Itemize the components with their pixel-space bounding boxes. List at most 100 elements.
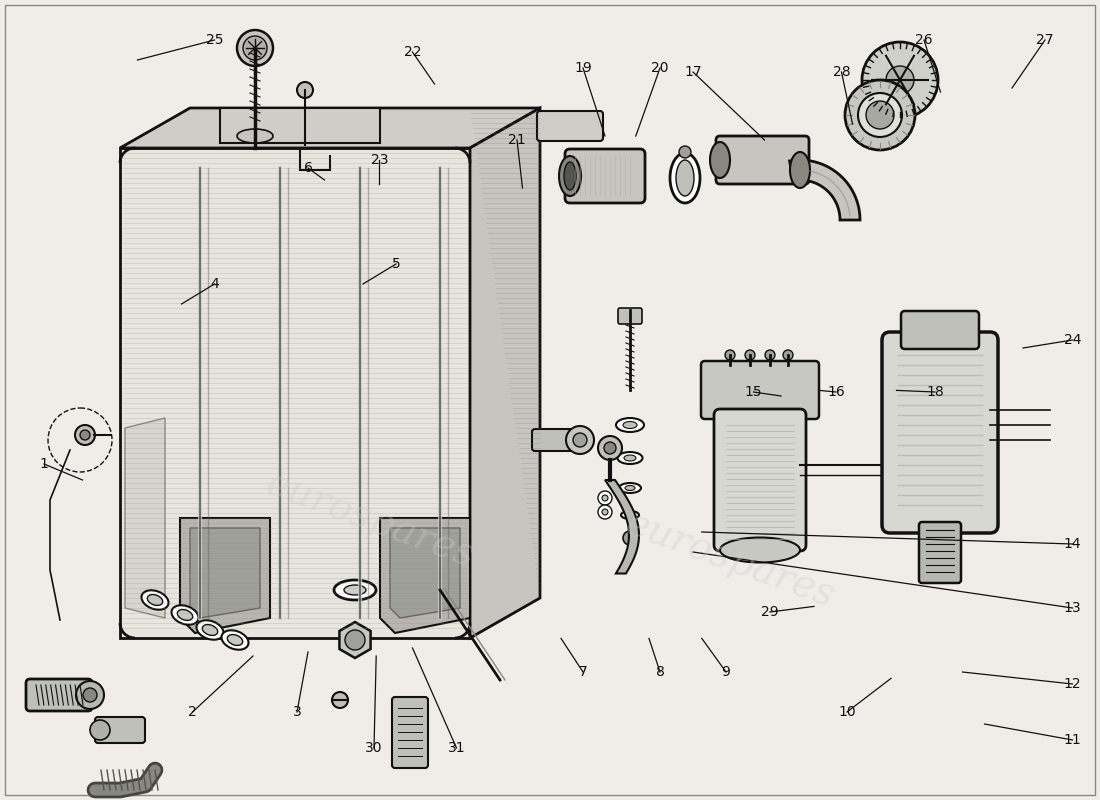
Ellipse shape — [624, 455, 636, 461]
Circle shape — [679, 146, 691, 158]
Text: 11: 11 — [1064, 733, 1081, 747]
Circle shape — [604, 442, 616, 454]
Ellipse shape — [616, 418, 644, 432]
Text: 1: 1 — [40, 457, 48, 471]
FancyBboxPatch shape — [26, 679, 92, 711]
Text: 2: 2 — [188, 705, 197, 719]
Ellipse shape — [559, 156, 581, 196]
Text: 18: 18 — [926, 385, 944, 399]
FancyBboxPatch shape — [618, 308, 642, 324]
Text: 4: 4 — [210, 277, 219, 291]
Ellipse shape — [564, 162, 576, 190]
Ellipse shape — [621, 511, 639, 519]
Polygon shape — [470, 108, 540, 638]
FancyBboxPatch shape — [918, 522, 961, 583]
Polygon shape — [605, 480, 639, 574]
Text: eurospares: eurospares — [620, 505, 839, 615]
Circle shape — [90, 720, 110, 740]
Polygon shape — [120, 148, 470, 638]
Polygon shape — [120, 108, 540, 148]
Text: 9: 9 — [722, 665, 730, 679]
Text: 28: 28 — [833, 65, 850, 79]
Ellipse shape — [142, 590, 168, 610]
FancyBboxPatch shape — [882, 332, 998, 533]
FancyBboxPatch shape — [901, 311, 979, 349]
Text: 22: 22 — [404, 45, 421, 59]
Circle shape — [886, 66, 914, 94]
Text: 13: 13 — [1064, 601, 1081, 615]
Ellipse shape — [147, 594, 163, 606]
Ellipse shape — [228, 634, 243, 646]
Ellipse shape — [619, 483, 641, 493]
Text: 3: 3 — [293, 705, 301, 719]
Text: 25: 25 — [206, 33, 223, 47]
Text: 8: 8 — [656, 665, 664, 679]
Circle shape — [236, 30, 273, 66]
Circle shape — [598, 436, 622, 460]
Text: 24: 24 — [1064, 333, 1081, 347]
Circle shape — [862, 42, 938, 118]
Circle shape — [297, 82, 313, 98]
Text: 31: 31 — [448, 741, 465, 755]
Polygon shape — [180, 518, 270, 633]
Circle shape — [745, 350, 755, 360]
Text: 19: 19 — [574, 61, 592, 75]
FancyBboxPatch shape — [714, 409, 806, 551]
Polygon shape — [379, 518, 470, 633]
Circle shape — [598, 505, 612, 519]
Circle shape — [866, 101, 894, 129]
Text: 12: 12 — [1064, 677, 1081, 691]
Circle shape — [764, 350, 776, 360]
Ellipse shape — [197, 620, 223, 640]
Text: 10: 10 — [838, 705, 856, 719]
FancyBboxPatch shape — [565, 149, 645, 203]
Ellipse shape — [710, 142, 730, 178]
Ellipse shape — [720, 538, 800, 562]
Circle shape — [75, 425, 95, 445]
Text: 29: 29 — [761, 605, 779, 619]
Circle shape — [858, 93, 902, 137]
Ellipse shape — [236, 129, 273, 143]
Circle shape — [80, 430, 90, 440]
Ellipse shape — [670, 153, 700, 203]
Circle shape — [598, 491, 612, 505]
Ellipse shape — [623, 422, 637, 429]
Ellipse shape — [172, 606, 198, 625]
Circle shape — [783, 350, 793, 360]
Ellipse shape — [790, 152, 810, 188]
FancyBboxPatch shape — [537, 111, 603, 141]
Text: 27: 27 — [1036, 33, 1054, 47]
Polygon shape — [220, 108, 380, 143]
Ellipse shape — [626, 513, 634, 517]
Circle shape — [243, 36, 267, 60]
Text: 20: 20 — [651, 61, 669, 75]
Text: 21: 21 — [508, 133, 526, 147]
Ellipse shape — [617, 452, 642, 464]
Polygon shape — [390, 528, 460, 618]
FancyBboxPatch shape — [392, 697, 428, 768]
FancyBboxPatch shape — [532, 429, 573, 451]
Circle shape — [845, 80, 915, 150]
FancyBboxPatch shape — [701, 361, 820, 419]
Ellipse shape — [334, 580, 376, 600]
Ellipse shape — [221, 630, 249, 650]
Text: eurospares: eurospares — [261, 465, 480, 575]
Text: 23: 23 — [371, 153, 388, 167]
Circle shape — [602, 509, 608, 515]
Ellipse shape — [625, 486, 635, 490]
Text: 5: 5 — [392, 257, 400, 271]
Circle shape — [82, 688, 97, 702]
Ellipse shape — [177, 610, 192, 621]
Text: 26: 26 — [915, 33, 933, 47]
Circle shape — [725, 350, 735, 360]
Ellipse shape — [202, 625, 218, 635]
Circle shape — [573, 433, 587, 447]
Circle shape — [76, 681, 104, 709]
Text: 14: 14 — [1064, 537, 1081, 551]
Circle shape — [566, 426, 594, 454]
Ellipse shape — [344, 585, 366, 595]
Text: 6: 6 — [304, 161, 312, 175]
FancyBboxPatch shape — [716, 136, 808, 184]
Text: 16: 16 — [827, 385, 845, 399]
Text: 17: 17 — [684, 65, 702, 79]
